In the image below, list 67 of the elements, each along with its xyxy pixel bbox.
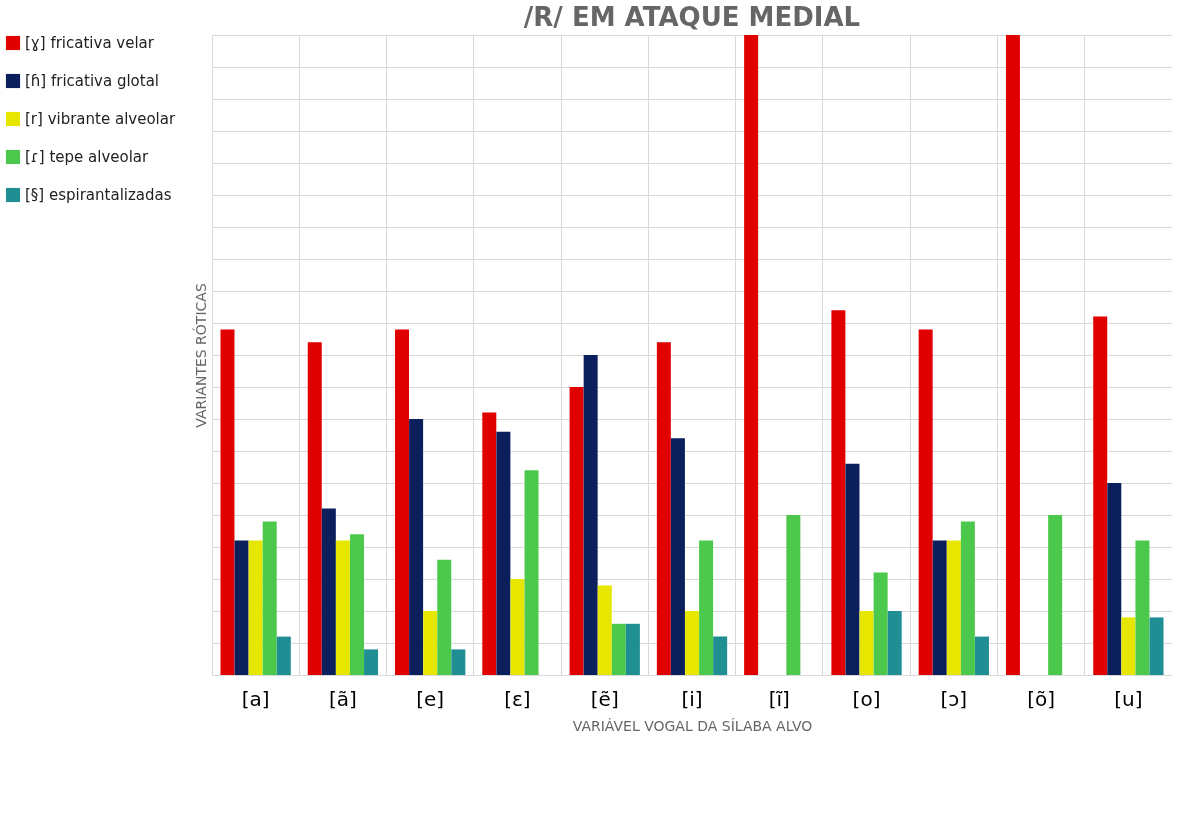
bar: [569, 387, 584, 675]
x-axis-title: VARIÁVEL VOGAL DA SÍLABA ALVO: [572, 717, 813, 734]
chart-title: /R/ EM ATAQUE MEDIAL: [523, 2, 861, 32]
bar: [887, 611, 902, 675]
x-tick-label: [o]: [852, 686, 881, 711]
x-tick-label: [e]: [416, 686, 445, 711]
legend-label: [ɣ] fricativa velar: [25, 34, 155, 52]
bar: [859, 611, 874, 675]
bar: [918, 329, 933, 675]
bar: [276, 636, 291, 675]
legend-label: [ɦ] fricativa glotal: [25, 72, 160, 90]
bar: [960, 521, 975, 675]
bar: [1121, 617, 1136, 675]
legend-label: [ɾ] tepe alveolar: [25, 148, 150, 166]
bar: [496, 431, 511, 675]
bar: [437, 559, 452, 675]
bar: [451, 649, 466, 675]
bar: [583, 355, 598, 675]
bar: [364, 649, 379, 675]
bar: [1048, 515, 1063, 675]
bar: [1005, 35, 1020, 675]
bar: [321, 508, 336, 675]
bar: [510, 579, 525, 675]
bar: [262, 521, 277, 675]
x-tick-label: [ã]: [328, 686, 357, 711]
legend-label: [r] vibrante alveolar: [25, 110, 176, 128]
bar: [335, 540, 350, 675]
x-tick-label: [a]: [241, 686, 270, 711]
bar: [656, 342, 671, 675]
bar: [611, 623, 626, 675]
bar: [873, 572, 888, 675]
bar: [831, 310, 846, 675]
bar: [685, 611, 699, 675]
bar: [220, 329, 235, 675]
bar: [597, 585, 612, 675]
bar: [625, 623, 640, 675]
bar: [699, 540, 714, 675]
bar: [1149, 617, 1164, 675]
bar: [713, 636, 728, 675]
bar: [786, 515, 801, 675]
bar: [307, 342, 322, 675]
bar: [395, 329, 410, 675]
bar: [1093, 316, 1108, 675]
x-tick-label: [i]: [681, 686, 703, 711]
x-tick-label: [õ]: [1027, 686, 1056, 711]
bar: [423, 611, 438, 675]
x-tick-label: [ẽ]: [590, 686, 619, 711]
y-axis-title: VARIANTES RÓTICAS: [191, 283, 209, 428]
bar: [974, 636, 989, 675]
bar: [744, 35, 759, 675]
bar: [349, 534, 364, 675]
x-tick-label: [ɛ]: [504, 686, 531, 711]
bar: [524, 470, 539, 675]
x-tick-label: [ɔ]: [940, 686, 968, 711]
bar: [234, 540, 249, 675]
bar: [670, 438, 685, 675]
bar: [1107, 483, 1122, 675]
bar: [482, 412, 497, 675]
bar: [1135, 540, 1150, 675]
bar: [932, 540, 947, 675]
bar: [845, 463, 860, 675]
legend-label: [§] espirantalizadas: [25, 186, 172, 204]
bar: [409, 419, 424, 675]
bar: [248, 540, 263, 675]
x-tick-label: [ĩ]: [768, 686, 790, 711]
bar: [946, 540, 961, 675]
x-tick-label: [u]: [1114, 686, 1143, 711]
